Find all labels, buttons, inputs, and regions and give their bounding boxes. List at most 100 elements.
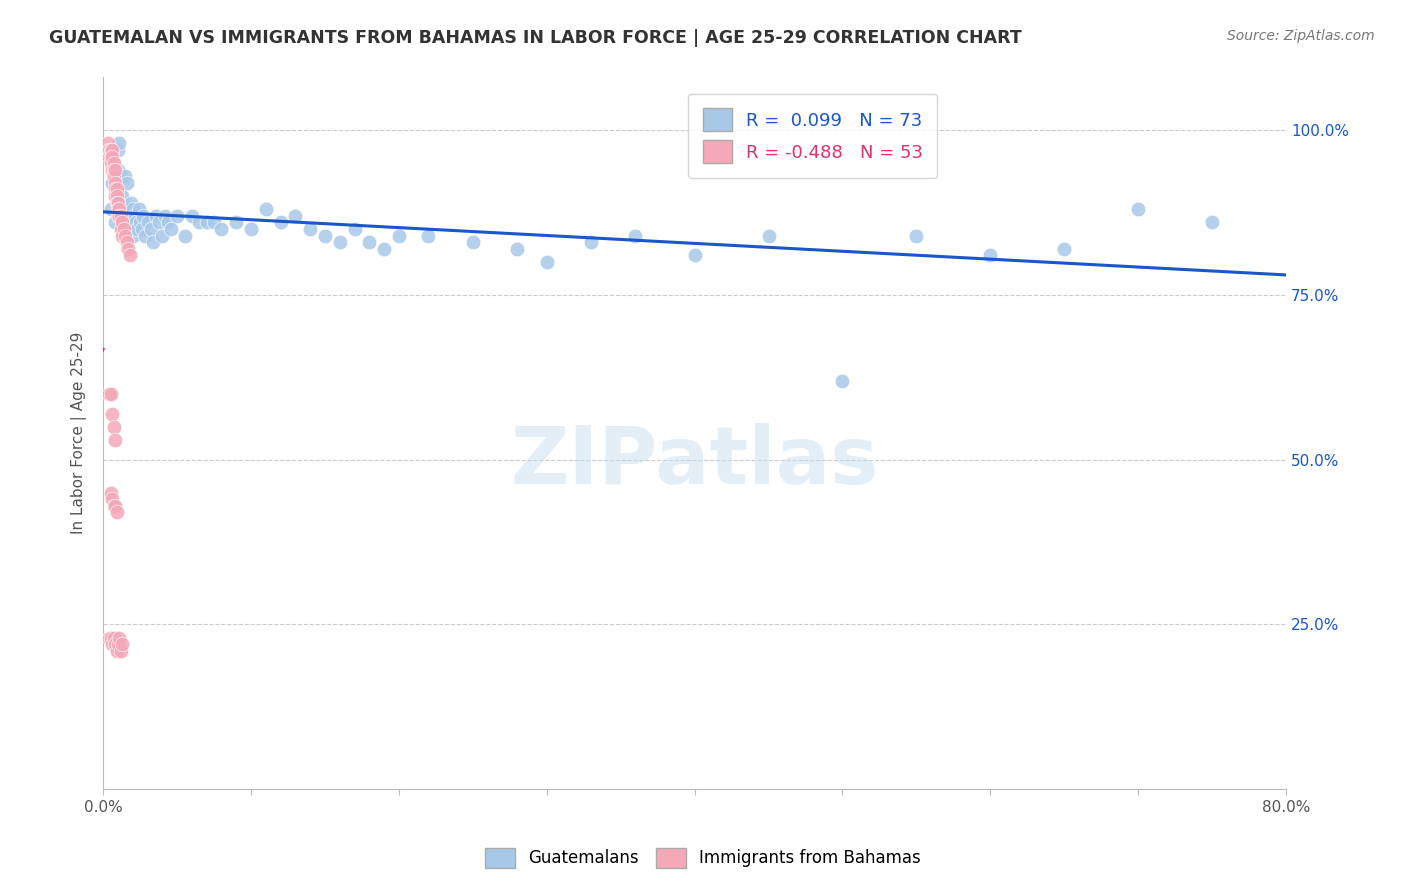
Point xyxy=(103,162,125,177)
Point xyxy=(131,222,153,236)
Point xyxy=(107,162,129,177)
Point xyxy=(536,255,558,269)
Point xyxy=(101,143,124,157)
Point xyxy=(506,242,529,256)
Point xyxy=(98,149,121,163)
Point xyxy=(111,215,134,229)
Point xyxy=(104,176,127,190)
Point xyxy=(831,374,853,388)
Point xyxy=(101,492,124,507)
Point xyxy=(758,228,780,243)
Point xyxy=(240,222,263,236)
Point xyxy=(101,162,124,177)
Point xyxy=(107,637,129,651)
Point xyxy=(115,215,138,229)
Point xyxy=(112,222,135,236)
Point xyxy=(150,228,173,243)
Point xyxy=(100,631,122,645)
Point xyxy=(108,631,131,645)
Point xyxy=(101,407,124,421)
Point xyxy=(139,222,162,236)
Point xyxy=(107,195,129,210)
Point xyxy=(329,235,352,250)
Point xyxy=(157,215,180,229)
Y-axis label: In Labor Force | Age 25-29: In Labor Force | Age 25-29 xyxy=(72,332,87,534)
Point xyxy=(117,202,139,217)
Point xyxy=(100,149,122,163)
Point xyxy=(120,195,142,210)
Point xyxy=(132,209,155,223)
Point xyxy=(105,195,128,210)
Point xyxy=(343,222,366,236)
Point xyxy=(104,499,127,513)
Point xyxy=(359,235,381,250)
Point xyxy=(98,143,121,157)
Point xyxy=(136,215,159,229)
Point xyxy=(461,235,484,250)
Point xyxy=(115,235,138,250)
Point xyxy=(108,209,131,223)
Point xyxy=(111,189,134,203)
Point xyxy=(270,215,292,229)
Point xyxy=(110,209,132,223)
Point xyxy=(173,228,195,243)
Point xyxy=(134,228,156,243)
Point xyxy=(110,222,132,236)
Point xyxy=(110,169,132,184)
Point xyxy=(108,136,131,151)
Point xyxy=(105,189,128,203)
Point xyxy=(314,228,336,243)
Point xyxy=(979,248,1001,262)
Point xyxy=(121,228,143,243)
Point xyxy=(100,156,122,170)
Point xyxy=(905,228,928,243)
Point xyxy=(125,215,148,229)
Point xyxy=(418,228,440,243)
Point xyxy=(117,242,139,256)
Legend: Guatemalans, Immigrants from Bahamas: Guatemalans, Immigrants from Bahamas xyxy=(478,841,928,875)
Point xyxy=(128,202,150,217)
Text: ZIPatlas: ZIPatlas xyxy=(510,423,879,500)
Point xyxy=(101,149,124,163)
Point xyxy=(111,215,134,229)
Legend: R =  0.099   N = 73, R = -0.488   N = 53: R = 0.099 N = 73, R = -0.488 N = 53 xyxy=(689,94,938,178)
Point xyxy=(107,202,129,217)
Point xyxy=(624,228,647,243)
Point xyxy=(103,631,125,645)
Point xyxy=(100,202,122,217)
Point xyxy=(101,176,124,190)
Point xyxy=(129,215,152,229)
Point xyxy=(100,485,122,500)
Point xyxy=(211,222,233,236)
Point xyxy=(104,162,127,177)
Point xyxy=(388,228,411,243)
Point xyxy=(180,209,202,223)
Point xyxy=(166,209,188,223)
Point xyxy=(98,386,121,401)
Point xyxy=(299,222,322,236)
Point xyxy=(373,242,395,256)
Point xyxy=(103,499,125,513)
Point xyxy=(148,215,170,229)
Point xyxy=(110,202,132,217)
Point xyxy=(108,202,131,217)
Point xyxy=(202,215,225,229)
Point xyxy=(118,222,141,236)
Text: Source: ZipAtlas.com: Source: ZipAtlas.com xyxy=(1227,29,1375,43)
Point xyxy=(142,235,165,250)
Point xyxy=(160,222,183,236)
Point xyxy=(114,228,136,243)
Point xyxy=(254,202,277,217)
Point xyxy=(225,215,247,229)
Point xyxy=(103,169,125,184)
Point xyxy=(105,644,128,658)
Point xyxy=(97,136,120,151)
Point xyxy=(118,248,141,262)
Point xyxy=(103,156,125,170)
Point xyxy=(114,169,136,184)
Point xyxy=(1053,242,1076,256)
Point xyxy=(98,631,121,645)
Point xyxy=(683,248,706,262)
Point xyxy=(107,143,129,157)
Point xyxy=(115,176,138,190)
